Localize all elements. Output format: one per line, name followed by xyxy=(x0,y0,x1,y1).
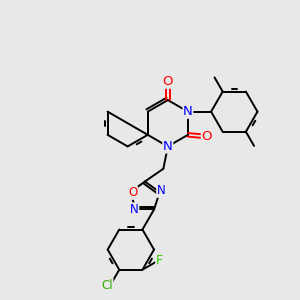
Text: O: O xyxy=(163,75,173,88)
Text: O: O xyxy=(128,186,137,199)
Text: N: N xyxy=(157,184,166,197)
Text: F: F xyxy=(156,254,163,267)
Text: Cl: Cl xyxy=(101,279,113,292)
Text: O: O xyxy=(201,130,212,143)
Text: N: N xyxy=(163,140,173,153)
Text: N: N xyxy=(130,203,139,216)
Text: N: N xyxy=(183,105,193,118)
